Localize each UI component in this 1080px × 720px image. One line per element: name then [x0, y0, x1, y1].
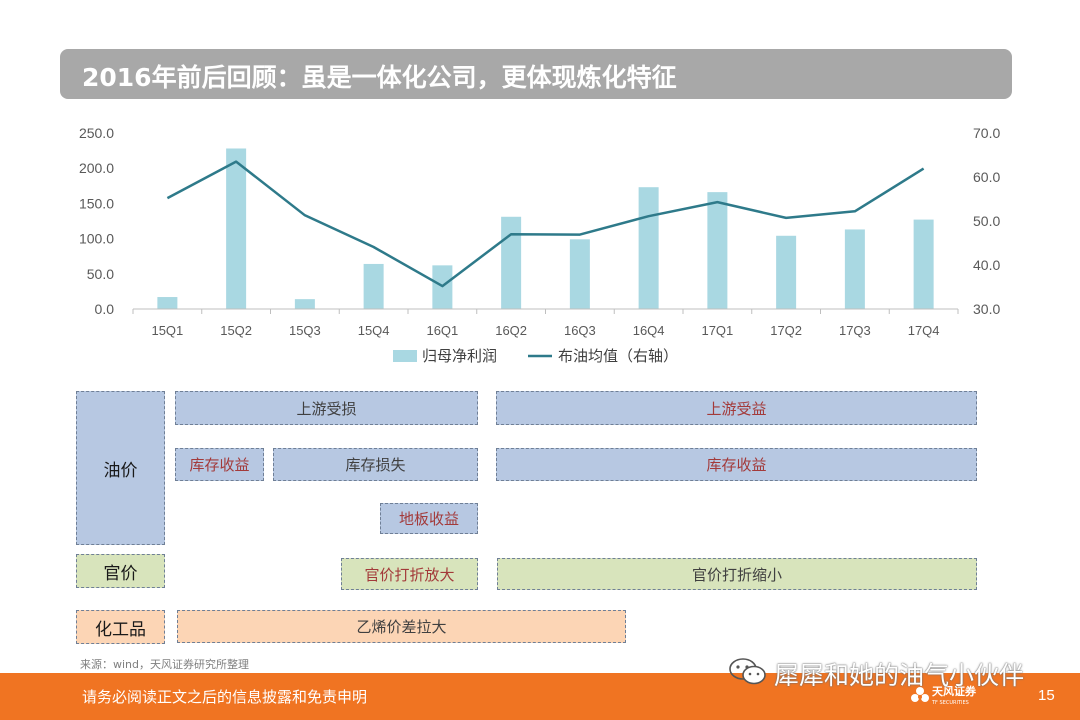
bar-17Q1: [707, 192, 728, 309]
title-bar: 2016年前后回顾：虽是一体化公司，更体现炼化特征: [60, 49, 1012, 99]
page-title: 2016年前后回顾：虽是一体化公司，更体现炼化特征: [82, 63, 677, 92]
box-floor-gain: 地板收益: [380, 503, 478, 534]
source-note: 来源：wind，天风证券研究所整理: [80, 658, 250, 671]
y-left-tick-label: 0.0: [95, 301, 115, 317]
y-left-tick-label: 250.0: [79, 125, 114, 141]
y-right-tick-label: 50.0: [973, 213, 1000, 229]
combo-chart: 0.0 50.0 100.0 150.0 200.0 250.0 30.0 40.0 50.0…: [79, 125, 1001, 365]
watermark-text: 犀犀和她的油气小伙伴: [774, 661, 1025, 690]
box-inventory-gain-early: 库存收益: [175, 448, 264, 481]
logo-text: 天风证券: [932, 685, 976, 698]
x-tick-label: 15Q2: [220, 323, 252, 338]
y-right-tick-label: 60.0: [973, 169, 1000, 185]
x-tick-label: 17Q2: [770, 323, 802, 338]
box-ethylene-spread: 乙烯价差拉大: [177, 610, 626, 643]
y-right-tick-label: 40.0: [973, 257, 1000, 273]
x-tick-label: 16Q4: [633, 323, 665, 338]
company-logo: 天风证券 TF SECURITIES: [910, 681, 1000, 715]
x-tick-label: 17Q1: [701, 323, 733, 338]
x-tick-label: 16Q1: [426, 323, 458, 338]
footer-disclaimer: 请务必阅读正文之后的信息披露和免责申明: [82, 688, 368, 706]
x-tick-label: 17Q3: [839, 323, 871, 338]
bar-15Q4: [363, 263, 384, 309]
category-oil-price: 油价: [76, 391, 165, 545]
y-left-tick-label: 200.0: [79, 160, 114, 176]
x-tick-label: 15Q4: [358, 323, 390, 338]
box-upstream-loss: 上游受损: [175, 391, 478, 425]
legend-label-line: 布油均值（右轴）: [558, 348, 678, 365]
legend-label-bar: 归母净利润: [422, 348, 497, 365]
y-left-tick-label: 150.0: [79, 195, 114, 211]
y-right-tick-label: 70.0: [973, 125, 1000, 141]
box-inventory-gain-late: 库存收益: [496, 448, 977, 481]
page-number: 15: [1038, 687, 1055, 704]
y-left-tick-label: 100.0: [79, 231, 114, 247]
x-tick-label: 15Q1: [151, 323, 183, 338]
bar-15Q3: [294, 299, 315, 309]
bar-17Q4: [913, 219, 934, 309]
bar-15Q2: [226, 148, 247, 309]
bar-16Q2: [501, 216, 522, 309]
footer-bar: 请务必阅读正文之后的信息披露和免责申明 天风证券 TF SECURITIES 1…: [0, 673, 1080, 720]
box-discount-narrow: 官价打折缩小: [497, 558, 977, 590]
box-inventory-loss: 库存损失: [273, 448, 478, 481]
x-tick-label: 15Q3: [289, 323, 321, 338]
x-tick-label: 16Q2: [495, 323, 527, 338]
box-upstream-gain: 上游受益: [496, 391, 977, 425]
bar-17Q2: [776, 235, 797, 309]
wechat-icon: [729, 658, 766, 685]
bar-16Q4: [638, 187, 659, 309]
bar-15Q1: [157, 297, 178, 309]
box-discount-widen: 官价打折放大: [341, 558, 478, 590]
wechat-watermark: 犀犀和她的油气小伙伴: [726, 654, 1056, 690]
legend-swatch-bar: [393, 350, 417, 362]
y-right-tick-label: 30.0: [973, 301, 1000, 317]
bar-17Q3: [844, 229, 865, 309]
category-chemicals: 化工品: [76, 610, 165, 644]
x-tick-label: 17Q4: [908, 323, 940, 338]
line-series-brent: [166, 160, 925, 288]
logo-subtext: TF SECURITIES: [932, 700, 969, 706]
y-left-tick-label: 50.0: [87, 266, 114, 282]
bar-16Q3: [569, 239, 590, 309]
category-official-price: 官价: [76, 554, 165, 588]
flower-icon: [911, 687, 929, 702]
x-tick-label: 16Q3: [564, 323, 596, 338]
